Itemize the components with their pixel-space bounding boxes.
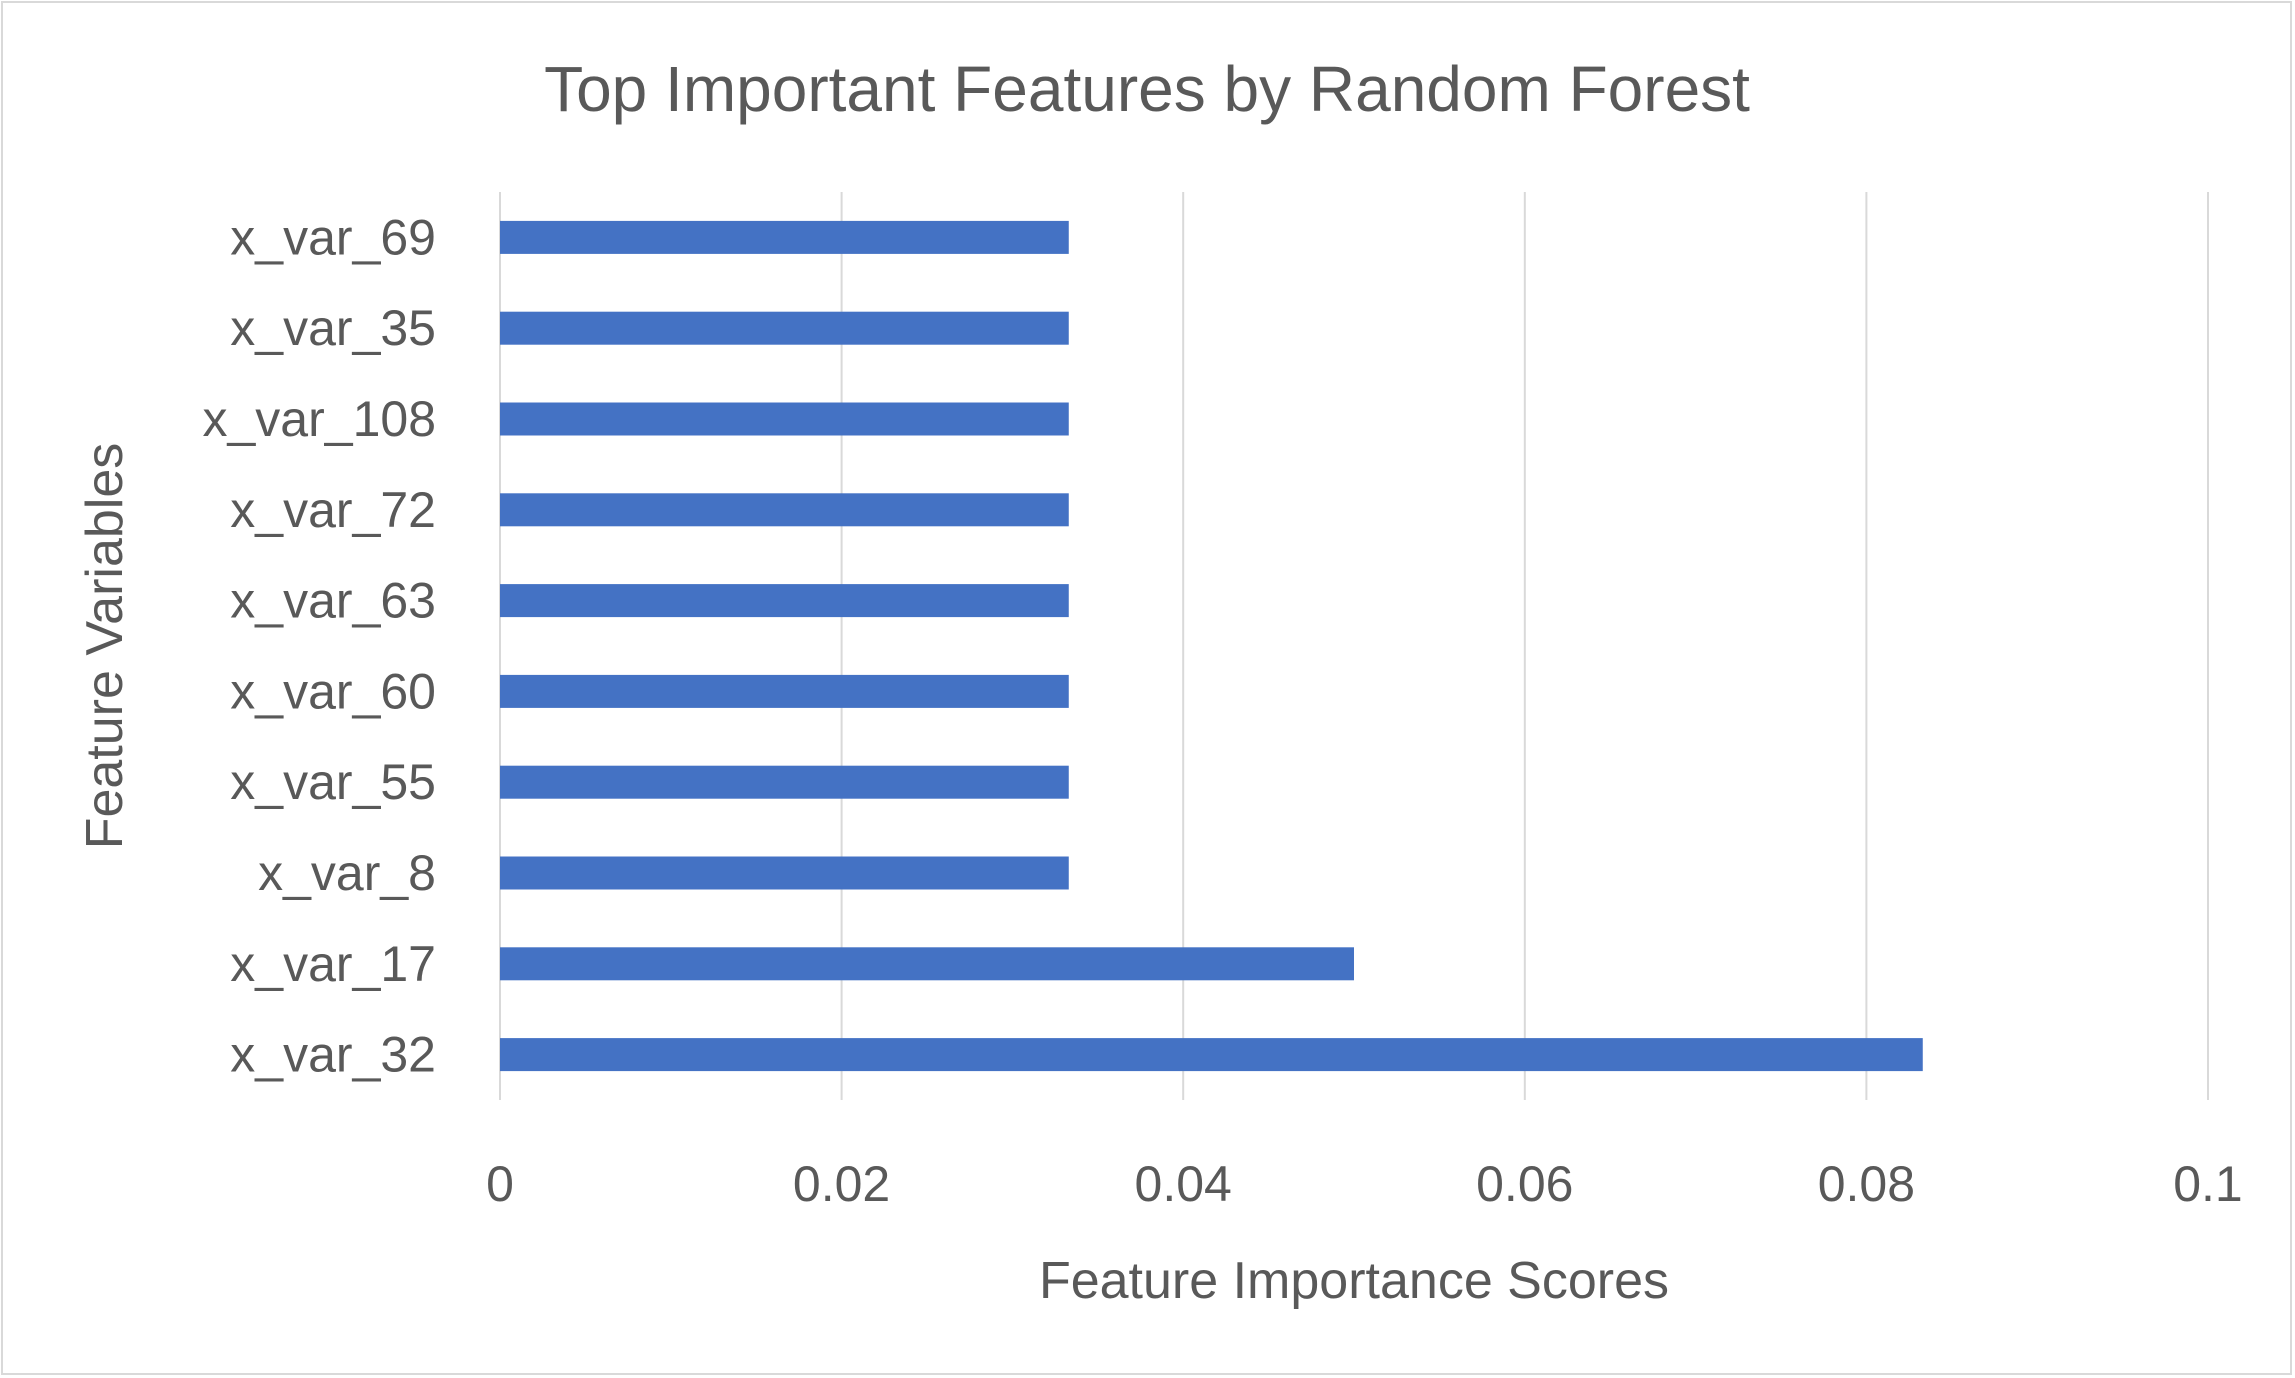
x-tick-label: 0.02 [793, 1156, 890, 1212]
bar-x_var_108 [500, 402, 1069, 436]
y-tick-label: x_var_108 [203, 391, 437, 447]
bar-x_var_55 [500, 765, 1069, 799]
bar-x_var_63 [500, 584, 1069, 618]
x-tick-label: 0.06 [1476, 1156, 1573, 1212]
y-tick-label: x_var_55 [230, 754, 436, 810]
y-tick-label: x_var_63 [230, 573, 436, 629]
x-axis-title: Feature Importance Scores [1039, 1252, 1669, 1310]
bar-x_var_69 [500, 220, 1069, 254]
y-tick-label: x_var_60 [230, 663, 436, 719]
chart-title: Top Important Features by Random Forest [544, 53, 1750, 125]
y-tick-label: x_var_72 [230, 482, 436, 538]
x-tick-label: 0.1 [2173, 1156, 2243, 1212]
bar-x_var_60 [500, 674, 1069, 708]
y-tick-label: x_var_69 [230, 209, 436, 265]
y-axis-title: Feature Variables [76, 443, 134, 850]
x-tick-label: 0.08 [1818, 1156, 1915, 1212]
bars [500, 220, 1923, 1072]
y-tick-label: x_var_17 [230, 936, 436, 992]
x-tick-label: 0 [486, 1156, 514, 1212]
bar-x_var_17 [500, 947, 1354, 981]
bar-x_var_32 [500, 1038, 1923, 1072]
bar-x_var_8 [500, 856, 1069, 890]
y-tick-label: x_var_35 [230, 300, 436, 356]
y-tick-label: x_var_32 [230, 1027, 436, 1083]
bar-x_var_35 [500, 311, 1069, 345]
bar-x_var_72 [500, 493, 1069, 527]
x-tick-label: 0.04 [1135, 1156, 1232, 1212]
y-tick-labels: x_var_69 x_var_35 x_var_108 x_var_72 x_var_6… [203, 209, 437, 1082]
x-tick-labels: 0 0.02 0.04 0.06 0.08 0.1 [486, 1156, 2243, 1212]
y-tick-label: x_var_8 [258, 845, 436, 901]
